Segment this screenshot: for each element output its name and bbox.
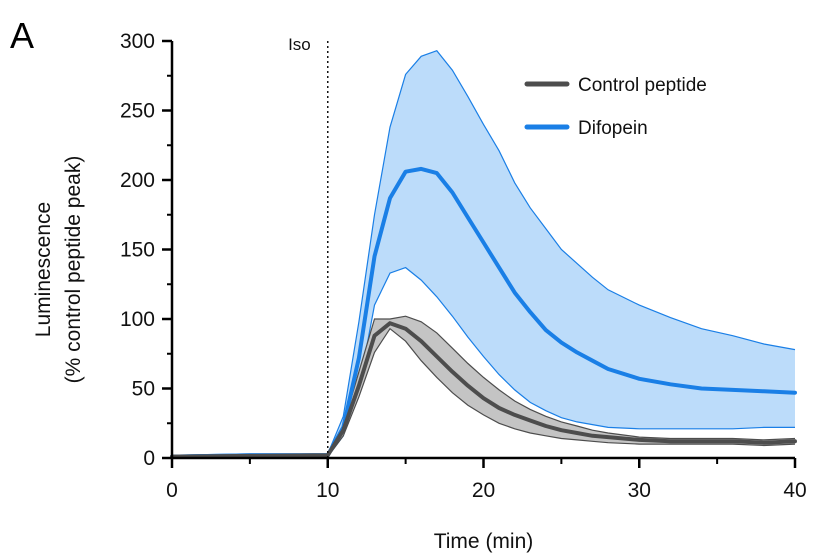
legend-label-difopein: Difopein	[578, 118, 648, 139]
legend-label-control-peptide: Control peptide	[578, 75, 707, 96]
y-tick-label: 300	[120, 30, 155, 53]
x-tick-label: 30	[628, 479, 651, 502]
y-axis-title-line2: (% control peptide peak)	[62, 156, 85, 384]
y-tick-label: 200	[120, 169, 155, 192]
x-tick-label: 0	[166, 479, 178, 502]
y-tick-label: 100	[120, 308, 155, 331]
axes: 0 50 100 150 200 250 300 0 10 20 30 40	[120, 30, 807, 502]
x-axis-title: Time (min)	[434, 530, 534, 553]
panel-label: A	[10, 15, 34, 56]
error-bands	[171, 49, 796, 459]
x-tick-label: 20	[472, 479, 495, 502]
y-tick-label: 250	[120, 100, 155, 123]
series-lines	[170, 166, 797, 459]
control-peptide-band	[172, 316, 795, 458]
y-tick-label: 0	[143, 447, 155, 470]
control-peptide-mean-line	[170, 321, 797, 459]
y-tick-label: 150	[120, 239, 155, 262]
control-peptide-lower-bound	[171, 327, 796, 459]
difopein-upper-bound	[171, 49, 796, 456]
control-peptide-upper-bound	[171, 315, 796, 456]
difopein-band	[172, 50, 795, 458]
y-tick-label: 50	[132, 378, 155, 401]
legend: Control peptide Difopein	[524, 75, 707, 139]
y-axis-title-line1: Luminescence	[32, 202, 55, 337]
difopein-mean-line	[170, 166, 797, 459]
iso-annotation-label: Iso	[288, 35, 311, 54]
x-tick-label: 40	[783, 479, 806, 502]
x-tick-label: 10	[316, 479, 339, 502]
